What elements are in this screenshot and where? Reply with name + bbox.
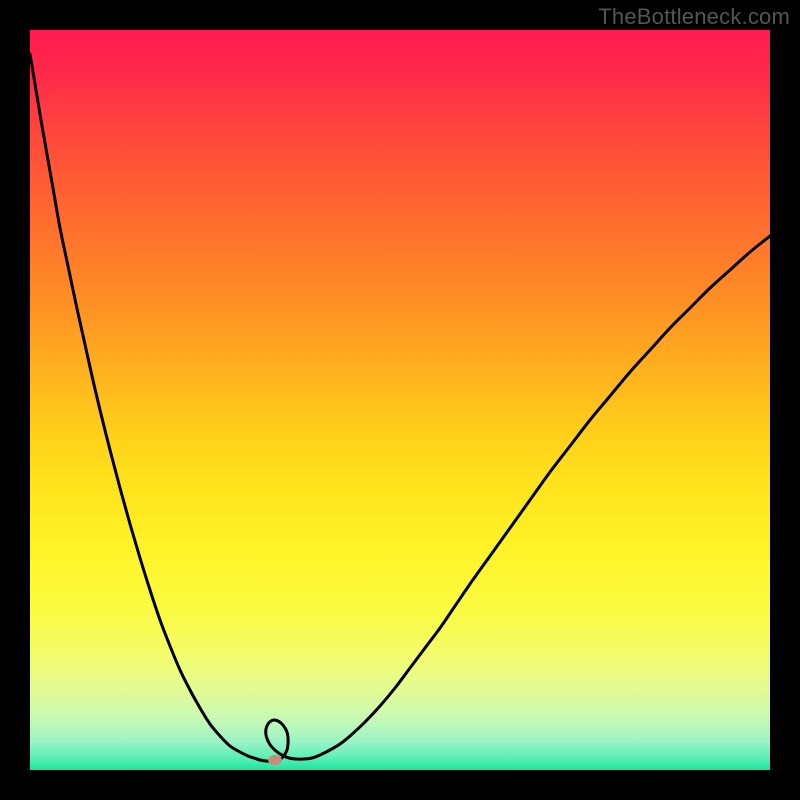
bottleneck-curve xyxy=(30,54,770,761)
plot-area xyxy=(30,30,770,770)
chart-svg xyxy=(30,30,770,770)
watermark-text: TheBottleneck.com xyxy=(598,4,790,30)
min-point-marker xyxy=(268,755,282,765)
